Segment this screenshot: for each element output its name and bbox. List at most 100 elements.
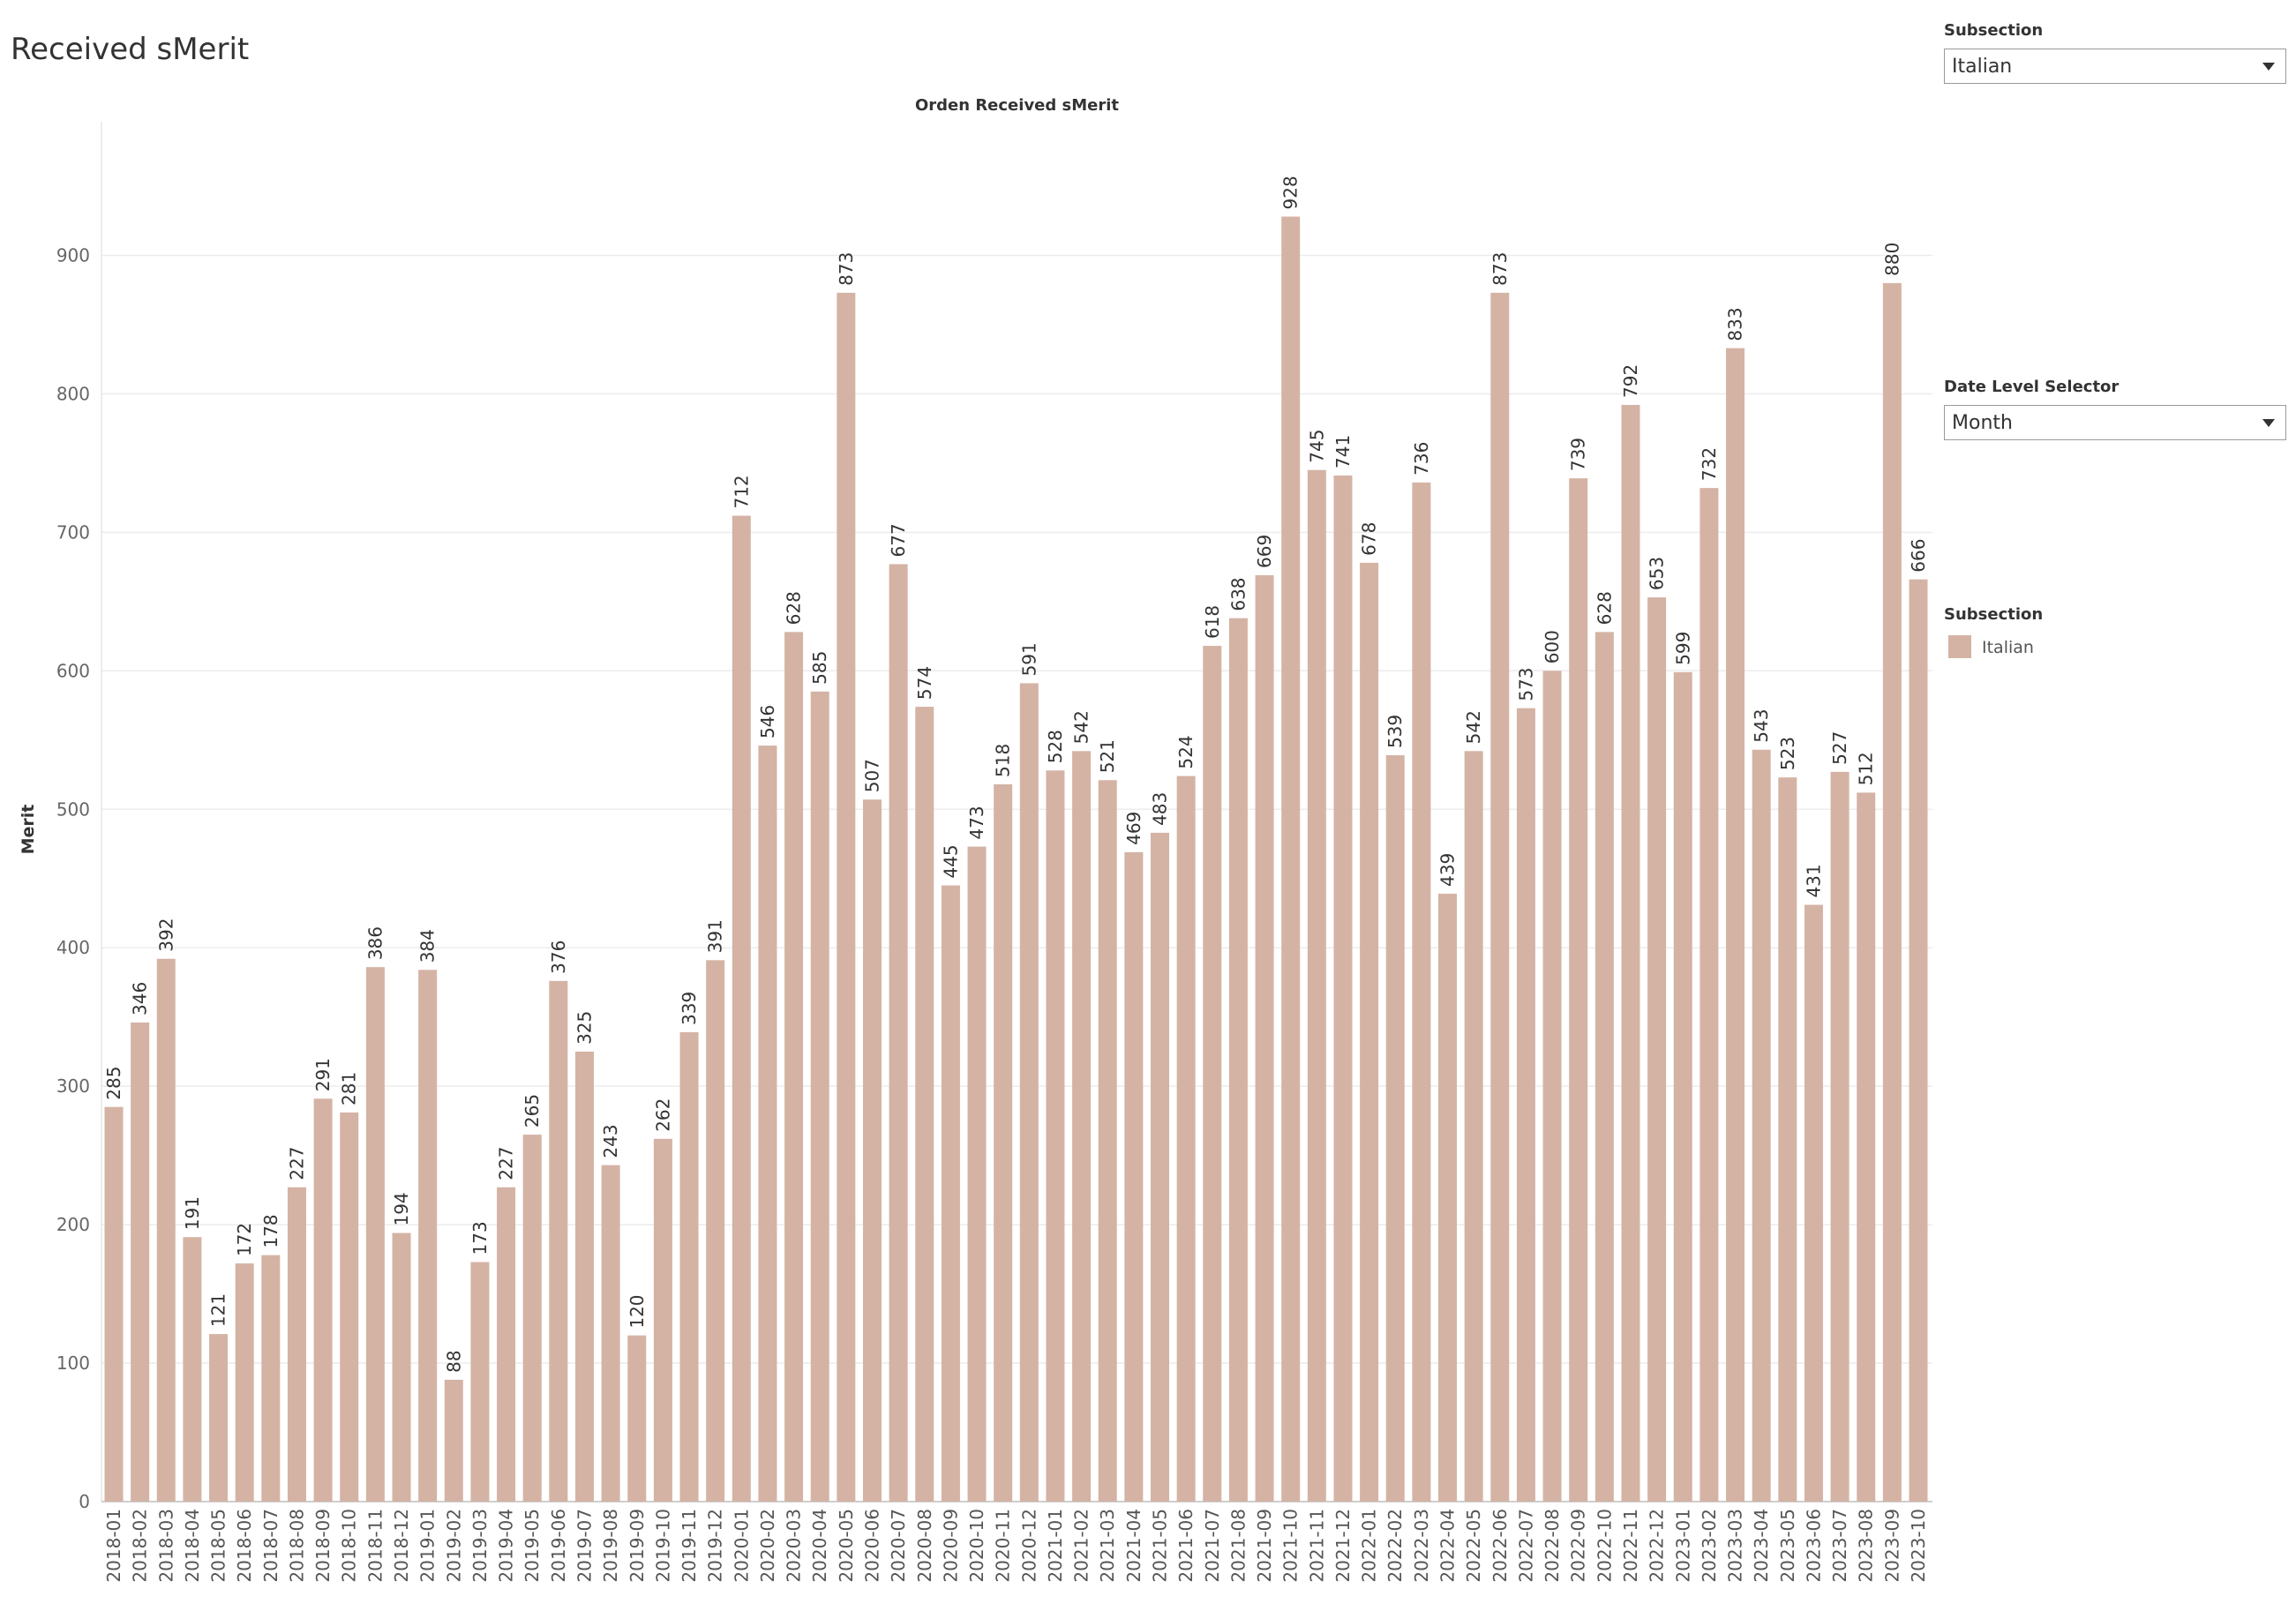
y-tick-label: 100 (56, 1352, 90, 1374)
bar (1569, 478, 1588, 1502)
x-tick-label: 2022-07 (1515, 1509, 1536, 1583)
bar (549, 980, 568, 1502)
bar-value-label: 227 (496, 1147, 517, 1180)
bar-value-label: 653 (1647, 557, 1668, 590)
bar (1176, 776, 1196, 1502)
bar-value-label: 873 (1489, 252, 1511, 286)
bar (1307, 469, 1326, 1502)
bar (1281, 216, 1301, 1502)
x-tick-label: 2019-12 (705, 1509, 726, 1583)
subsection-dropdown-value: Italian (1952, 55, 2013, 78)
x-tick-label: 2020-10 (966, 1509, 987, 1583)
x-tick-label: 2022-01 (1359, 1509, 1380, 1583)
x-tick-label: 2018-03 (155, 1509, 176, 1583)
x-tick-label: 2019-11 (679, 1509, 700, 1583)
x-tick-label: 2021-01 (1045, 1509, 1066, 1583)
bar-value-label: 600 (1542, 630, 1563, 663)
x-tick-label: 2018-09 (312, 1509, 334, 1583)
x-tick-label: 2021-08 (1227, 1509, 1249, 1583)
legend-swatch[interactable] (1948, 635, 1971, 658)
x-tick-label: 2020-11 (993, 1509, 1014, 1583)
bar-value-label: 518 (993, 744, 1014, 777)
bar-value-label: 445 (940, 844, 961, 878)
bar (1019, 683, 1039, 1502)
x-tick-label: 2019-09 (627, 1509, 648, 1583)
bar-value-label: 391 (705, 919, 726, 953)
bar-value-label: 880 (1881, 243, 1902, 276)
date-level-dropdown[interactable]: Month (1944, 405, 2286, 440)
bar (1647, 597, 1667, 1502)
x-tick-label: 2020-12 (1018, 1509, 1039, 1583)
date-level-dropdown-value: Month (1952, 411, 2013, 434)
bar (574, 1051, 594, 1502)
bar-value-label: 178 (260, 1214, 281, 1248)
x-tick-label: 2019-08 (600, 1509, 621, 1583)
bar (706, 960, 725, 1502)
bar (497, 1187, 516, 1502)
x-tick-label: 2019-04 (496, 1509, 517, 1583)
bar-value-label: 628 (784, 591, 805, 625)
bar (1542, 671, 1562, 1502)
x-tick-label: 2021-03 (1097, 1509, 1118, 1583)
x-tick-label: 2020-09 (940, 1509, 961, 1583)
bar-value-label: 265 (521, 1094, 543, 1128)
x-tick-label: 2021-11 (1306, 1509, 1327, 1583)
bar-value-label: 285 (103, 1067, 124, 1100)
bar-value-label: 120 (627, 1294, 648, 1328)
subsection-filter-label: Subsection (1944, 21, 2044, 40)
bar (1673, 671, 1692, 1502)
bar-value-label: 191 (182, 1196, 203, 1230)
x-tick-label: 2021-07 (1202, 1509, 1223, 1583)
y-tick-label: 400 (56, 937, 90, 958)
bar (183, 1237, 202, 1502)
bar-value-label: 591 (1018, 642, 1039, 676)
legend-item-label[interactable]: Italian (1982, 638, 2034, 657)
x-tick-label: 2021-09 (1254, 1509, 1275, 1583)
bar (1699, 488, 1719, 1502)
bar (967, 846, 987, 1502)
x-tick-label: 2023-02 (1699, 1509, 1720, 1583)
bar (1726, 348, 1745, 1502)
x-tick-label: 2020-05 (836, 1509, 857, 1583)
bar (392, 1233, 411, 1502)
x-tick-label: 2020-07 (888, 1509, 909, 1583)
page-title: Received sMerit (11, 32, 250, 67)
bar-value-label: 507 (861, 759, 882, 792)
bar-value-label: 528 (1045, 730, 1066, 763)
x-tick-label: 2020-04 (809, 1509, 830, 1583)
subsection-dropdown[interactable]: Italian (1944, 49, 2286, 84)
chevron-down-icon (2262, 62, 2275, 71)
bar (444, 1379, 463, 1502)
bar (758, 746, 777, 1502)
bar (209, 1334, 229, 1502)
bar-value-label: 88 (443, 1350, 464, 1372)
bar (1228, 618, 1248, 1502)
bar-value-label: 523 (1777, 737, 1798, 770)
x-tick-label: 2018-07 (260, 1509, 281, 1583)
y-tick-label: 700 (56, 521, 90, 543)
bar (1255, 575, 1274, 1502)
bar (941, 885, 960, 1502)
bar (1151, 832, 1170, 1502)
bar-value-label: 599 (1672, 632, 1693, 665)
y-tick-label: 600 (56, 660, 90, 681)
bar-value-label: 386 (364, 926, 386, 960)
bar (627, 1335, 647, 1502)
x-tick-label: 2022-06 (1489, 1509, 1511, 1583)
bar (784, 632, 804, 1502)
y-tick-label: 800 (56, 383, 90, 404)
bar (1046, 770, 1065, 1502)
chevron-down-icon (2262, 418, 2275, 427)
x-tick-label: 2022-04 (1437, 1509, 1459, 1583)
bar (1072, 751, 1092, 1502)
bar (365, 967, 385, 1502)
bar (313, 1098, 333, 1502)
x-tick-label: 2020-03 (784, 1509, 805, 1583)
x-tick-label: 2023-01 (1672, 1509, 1693, 1583)
bar (131, 1022, 150, 1502)
bar (732, 515, 751, 1502)
x-tick-label: 2018-11 (364, 1509, 386, 1583)
x-tick-label: 2018-01 (103, 1509, 124, 1583)
bar-value-label: 291 (312, 1058, 334, 1091)
x-tick-label: 2019-10 (652, 1509, 673, 1583)
